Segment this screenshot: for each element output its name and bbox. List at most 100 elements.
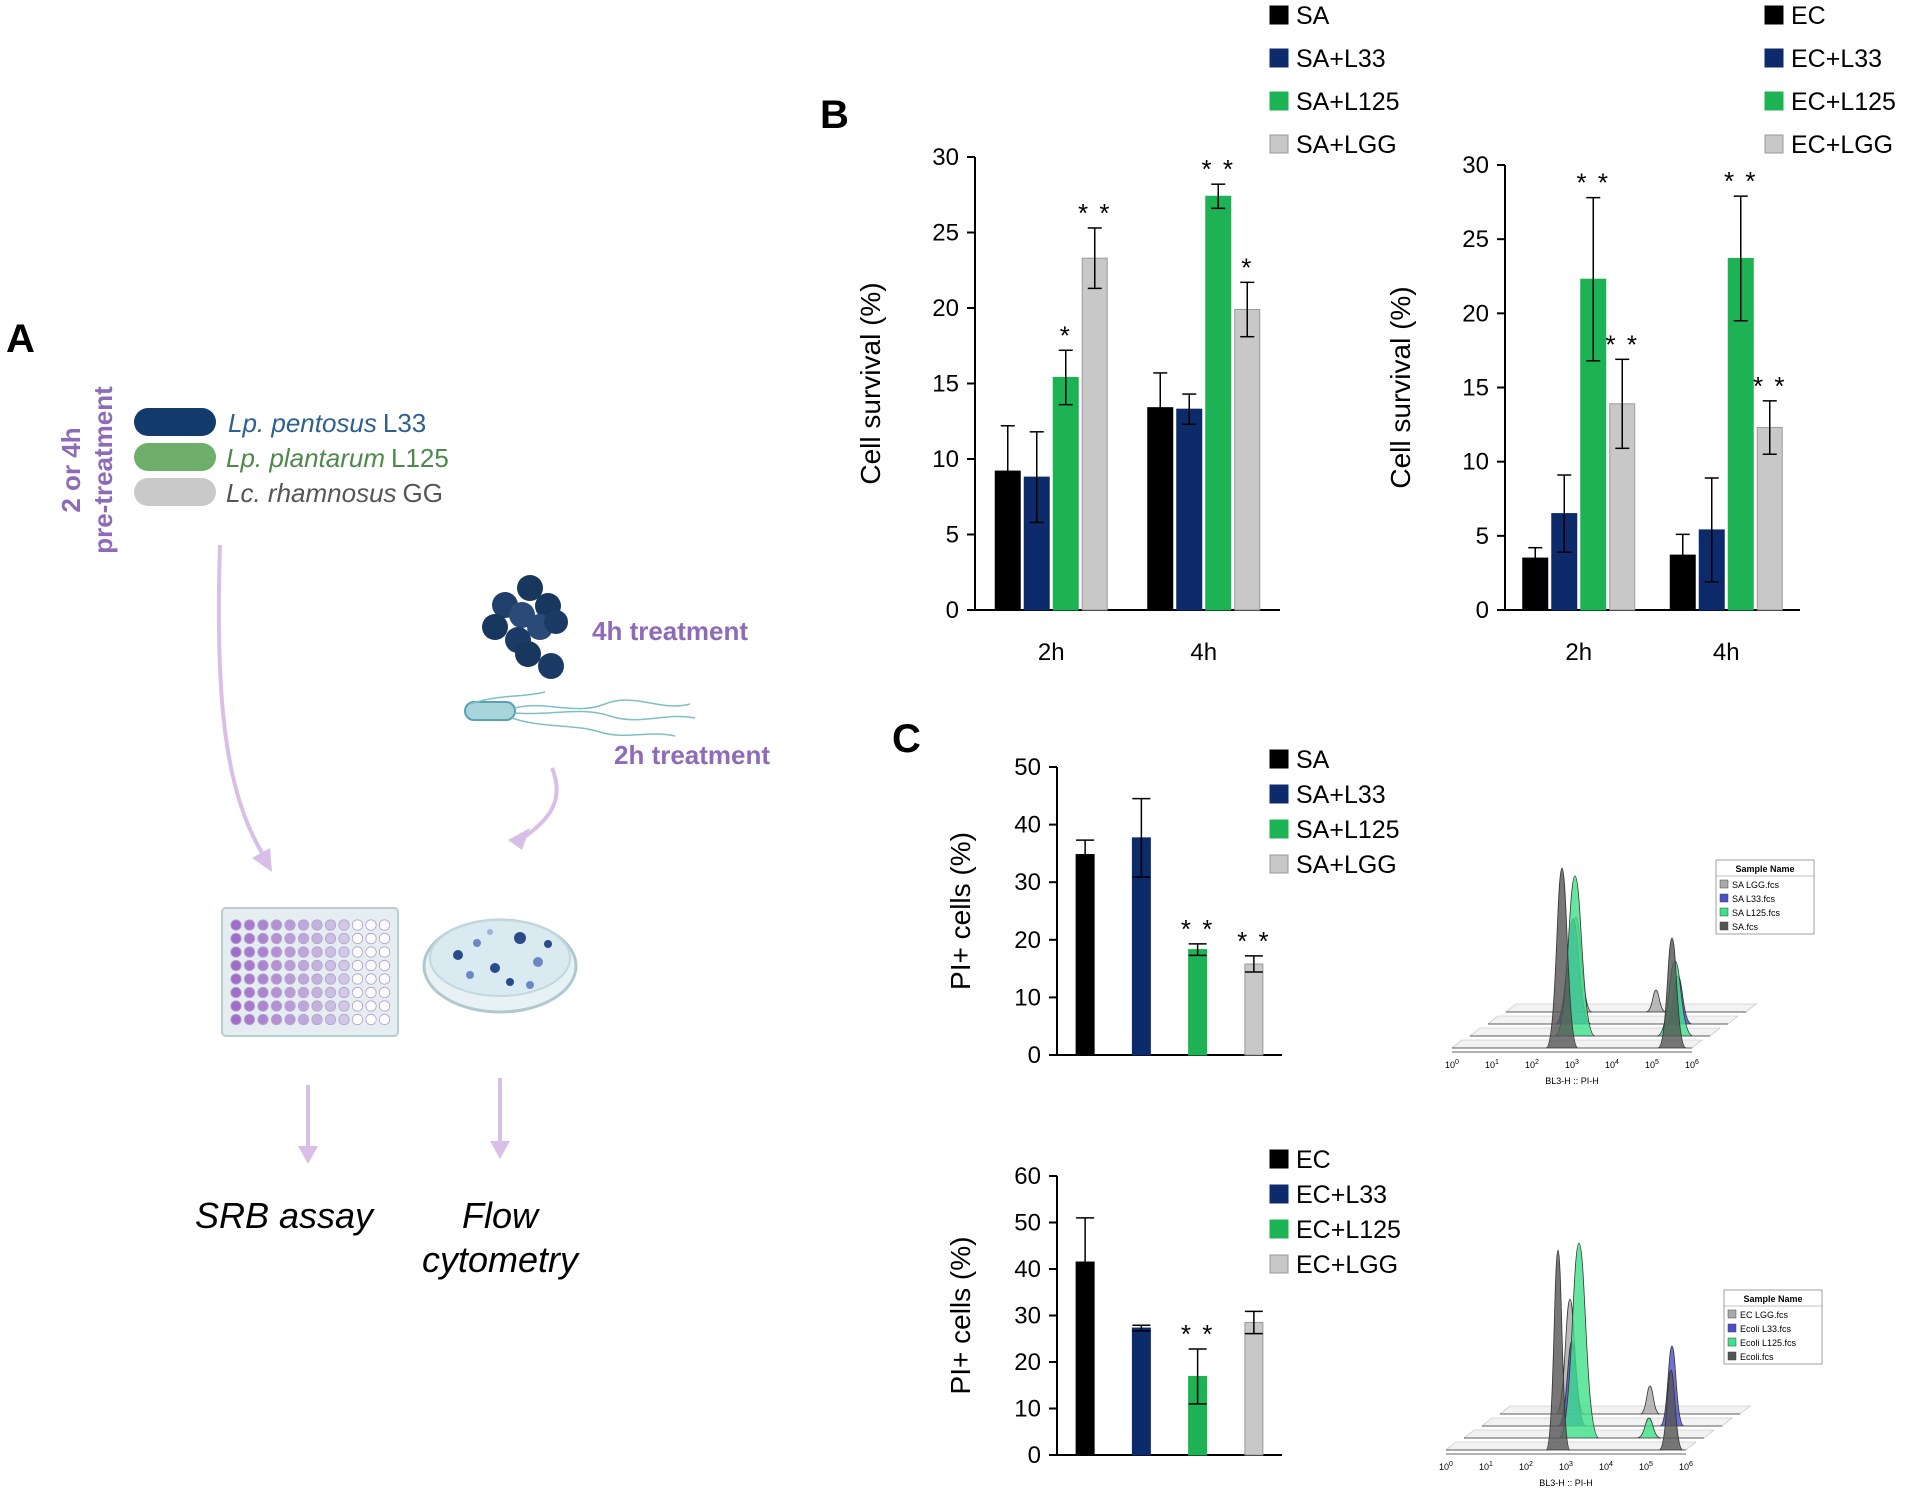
histogram-peak	[1452, 867, 1692, 1049]
y-tick-label: 40	[1014, 1256, 1041, 1283]
plate-well	[230, 959, 242, 972]
x-tick-label: 4h	[1190, 639, 1217, 666]
legend-swatch	[1269, 1254, 1289, 1274]
plate-well	[338, 959, 350, 972]
plate-well	[324, 973, 337, 985]
legend-label: EC+LGG	[1791, 131, 1893, 159]
histogram-tick-label: 100	[1445, 1059, 1459, 1070]
histogram-tick-label: 101	[1479, 1461, 1493, 1472]
bar	[1188, 949, 1208, 1056]
plate-well	[270, 1000, 283, 1012]
arrowhead-flow-icon	[490, 1141, 510, 1159]
significance-label: * *	[1181, 914, 1214, 944]
legend-label: SA+LGG	[1296, 851, 1397, 879]
legend-swatch	[1269, 819, 1289, 839]
plate-well	[365, 986, 377, 999]
y-tick-label: 40	[1014, 812, 1041, 839]
bar	[1176, 408, 1203, 611]
plate-well	[284, 959, 296, 972]
histogram-legend-title: Sample Name	[1735, 864, 1794, 874]
legend-label: EC+L33	[1791, 45, 1882, 73]
chart-pi-cells-ec: 0 10 20 30 40 50 60 PI+ cells (%) * * EC EC+L33 EC+…	[945, 1146, 1401, 1469]
y-tick-label: 10	[1462, 449, 1489, 476]
pill-l125-icon	[134, 443, 216, 471]
y-axis-title: PI+ cells (%)	[945, 1237, 976, 1395]
pretreat-line1: 2 or 4h	[56, 427, 86, 512]
plate-well	[378, 932, 391, 945]
legend-swatch	[1269, 1219, 1289, 1239]
x-tick-label: 2h	[1038, 639, 1065, 666]
plate-well	[338, 986, 350, 999]
plate-well	[311, 973, 323, 985]
y-tick-label: 0	[946, 597, 959, 624]
plate-well	[365, 1000, 377, 1012]
panel-b-letter: B	[820, 93, 849, 137]
histogram-legend-label: EC LGG.fcs	[1740, 1310, 1789, 1320]
plate-well	[230, 919, 242, 931]
legend-swatch	[1269, 1149, 1289, 1169]
significance-label: * *	[1577, 168, 1610, 198]
histogram-tick-label: 102	[1525, 1059, 1539, 1070]
histogram-tick-label: 103	[1559, 1461, 1573, 1472]
y-tick-label: 20	[1014, 1349, 1041, 1376]
histogram-peak	[1506, 916, 1746, 1013]
plate-well	[270, 1013, 283, 1026]
plate-well	[257, 973, 269, 985]
legend-label: EC+L125	[1791, 88, 1896, 116]
plate-well	[257, 919, 269, 931]
plate-well	[230, 1013, 242, 1026]
legend-swatch	[1269, 134, 1289, 154]
plate-well	[338, 919, 350, 931]
legend-label: EC+L33	[1296, 1181, 1387, 1209]
plate-well	[243, 932, 256, 945]
pretreat-line2: pre-treatment	[88, 386, 118, 554]
histogram-legend-label: Ecoli L125.fcs	[1740, 1338, 1797, 1348]
plate-well	[338, 973, 350, 985]
plate-well	[351, 1013, 364, 1026]
legend-swatch	[1269, 854, 1289, 874]
histogram-peak	[1464, 1242, 1704, 1439]
panel-c-letter: C	[892, 717, 921, 761]
plate-well	[365, 946, 377, 958]
plate-well	[351, 973, 364, 985]
plate-well	[365, 959, 377, 972]
x-tick-label: 4h	[1713, 639, 1740, 666]
legend-label: SA+L33	[1296, 45, 1386, 73]
plate-well	[270, 973, 283, 985]
plate-well	[284, 1000, 296, 1012]
plate-well	[378, 986, 391, 999]
histogram-tick-label: 105	[1645, 1059, 1659, 1070]
plate-well	[311, 959, 323, 972]
plate-well	[230, 1000, 242, 1012]
y-tick-label: 5	[1476, 523, 1489, 550]
histogram-legend-label: Ecoli.fcs	[1740, 1352, 1774, 1362]
plate-well	[351, 1000, 364, 1012]
plate-well	[230, 932, 242, 945]
histogram-peak	[1482, 1340, 1722, 1427]
y-tick-label: 25	[1462, 226, 1489, 253]
significance-label: * *	[1202, 154, 1235, 184]
panel-a-letter: A	[6, 317, 35, 361]
plate-well	[324, 1013, 337, 1026]
plate-well	[257, 932, 269, 945]
plate-well	[311, 1013, 323, 1026]
plate-well	[297, 973, 310, 985]
treat-2h-label: 2h treatment	[614, 740, 770, 770]
treat-4h-label: 4h treatment	[592, 616, 748, 646]
pill-lgg-icon	[134, 478, 216, 506]
plate-well	[243, 973, 256, 985]
plate-well	[378, 919, 391, 931]
significance-label: * *	[1181, 1319, 1214, 1349]
y-tick-label: 50	[1014, 754, 1041, 781]
bar	[1131, 1327, 1151, 1456]
plate-well	[311, 986, 323, 999]
plate-well	[297, 932, 310, 945]
histogram-plane	[1487, 1015, 1739, 1025]
plate-well	[243, 1013, 256, 1026]
legend-label: SA+LGG	[1296, 131, 1397, 159]
histogram-tick-label: 106	[1685, 1059, 1699, 1070]
plate-well	[378, 959, 391, 972]
plate-well	[365, 973, 377, 985]
